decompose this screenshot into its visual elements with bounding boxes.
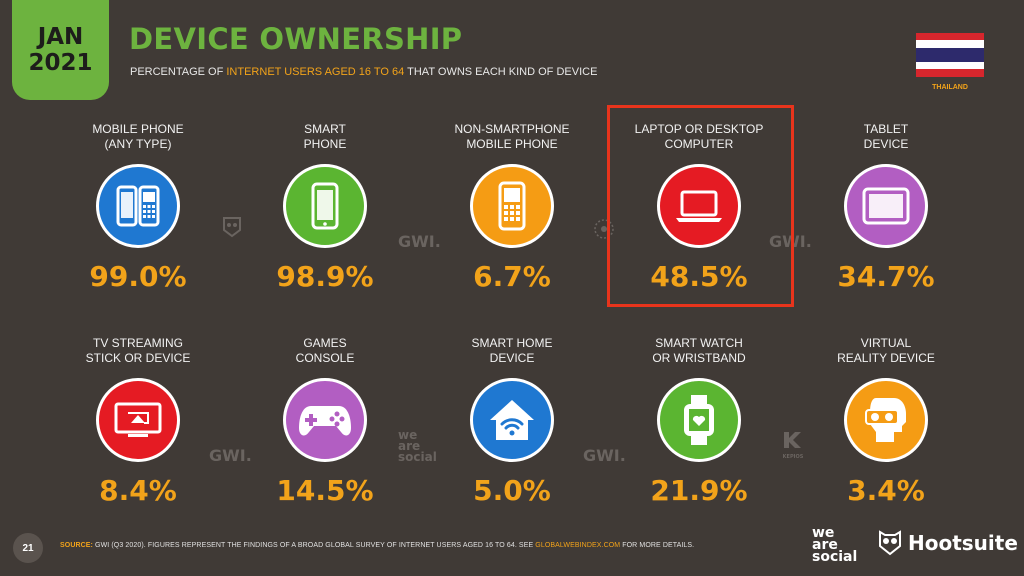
device-value: 34.7% [837, 260, 935, 293]
datareportal-watermark [593, 218, 615, 244]
subtitle-pre: PERCENTAGE OF [130, 66, 227, 78]
gwi-watermark: GWI. [209, 446, 252, 465]
source-note: SOURCE: GWI (Q3 2020). FIGURES REPRESENT… [60, 542, 695, 549]
device-value: 21.9% [650, 474, 748, 507]
subtitle-post: THAT OWNS EACH KIND OF DEVICE [404, 66, 598, 78]
device-vr: VIRTUAL REALITY DEVICE 3.4% [796, 336, 976, 507]
gwi-watermark: GWI. [398, 232, 441, 251]
kepios-watermark: KEPIOS [779, 430, 807, 460]
smart-home-icon [470, 378, 554, 462]
date-year: 2021 [28, 50, 93, 76]
device-value: 98.9% [276, 260, 374, 293]
device-mobile-phone: MOBILE PHONE (ANY TYPE) 99.0% [48, 122, 228, 293]
hootsuite-logo: Hootsuite [878, 530, 1018, 556]
device-smartphone: SMART PHONE 98.9% [235, 122, 415, 293]
gwi-watermark: GWI. [769, 232, 812, 251]
thailand-flag-icon [916, 33, 984, 77]
smartwatch-icon [657, 378, 741, 462]
smartphone-icon [283, 164, 367, 248]
page-number: 21 [13, 533, 43, 563]
tablet-icon [844, 164, 928, 248]
page-title: DEVICE OWNERSHIP [129, 22, 463, 56]
gamepad-icon [283, 378, 367, 462]
device-tablet: TABLET DEVICE 34.7% [796, 122, 976, 293]
we-are-social-logo: we are social [812, 525, 858, 565]
device-value: 8.4% [99, 474, 177, 507]
country-label: THAILAND [932, 84, 968, 91]
device-value: 48.5% [650, 260, 748, 293]
we-are-social-watermark: we are social [398, 428, 437, 464]
date-month: JAN [37, 24, 84, 50]
device-laptop: LAPTOP OR DESKTOP COMPUTER 48.5% [609, 122, 789, 293]
device-value: 6.7% [473, 260, 551, 293]
owl-icon [879, 530, 901, 556]
page-subtitle: PERCENTAGE OF INTERNET USERS AGED 16 TO … [130, 66, 597, 78]
gwi-watermark: GWI. [583, 446, 626, 465]
feature-phone-icon [470, 164, 554, 248]
device-value: 14.5% [276, 474, 374, 507]
vr-headset-icon [844, 378, 928, 462]
highlight-box [607, 105, 794, 307]
mobile-phones-icon [96, 164, 180, 248]
tv-streaming-icon [96, 378, 180, 462]
subtitle-highlight: INTERNET USERS AGED 16 TO 64 [226, 66, 405, 78]
device-smartwatch: SMART WATCH OR WRISTBAND 21.9% [609, 336, 789, 507]
source-link[interactable]: GLOBALWEBINDEX.COM [535, 542, 621, 549]
device-value: 5.0% [473, 474, 551, 507]
laptop-icon [657, 164, 741, 248]
device-games-console: GAMES CONSOLE 14.5% [235, 336, 415, 507]
device-value: 99.0% [89, 260, 187, 293]
device-smart-home: SMART HOME DEVICE 5.0% [422, 336, 602, 507]
device-non-smartphone: NON-SMARTPHONE MOBILE PHONE 6.7% [422, 122, 602, 293]
device-value: 3.4% [847, 474, 925, 507]
device-tv-streaming: TV STREAMING STICK OR DEVICE 8.4% [48, 336, 228, 507]
date-tab: JAN 2021 [12, 0, 109, 100]
hootsuite-owl-watermark [222, 216, 242, 242]
